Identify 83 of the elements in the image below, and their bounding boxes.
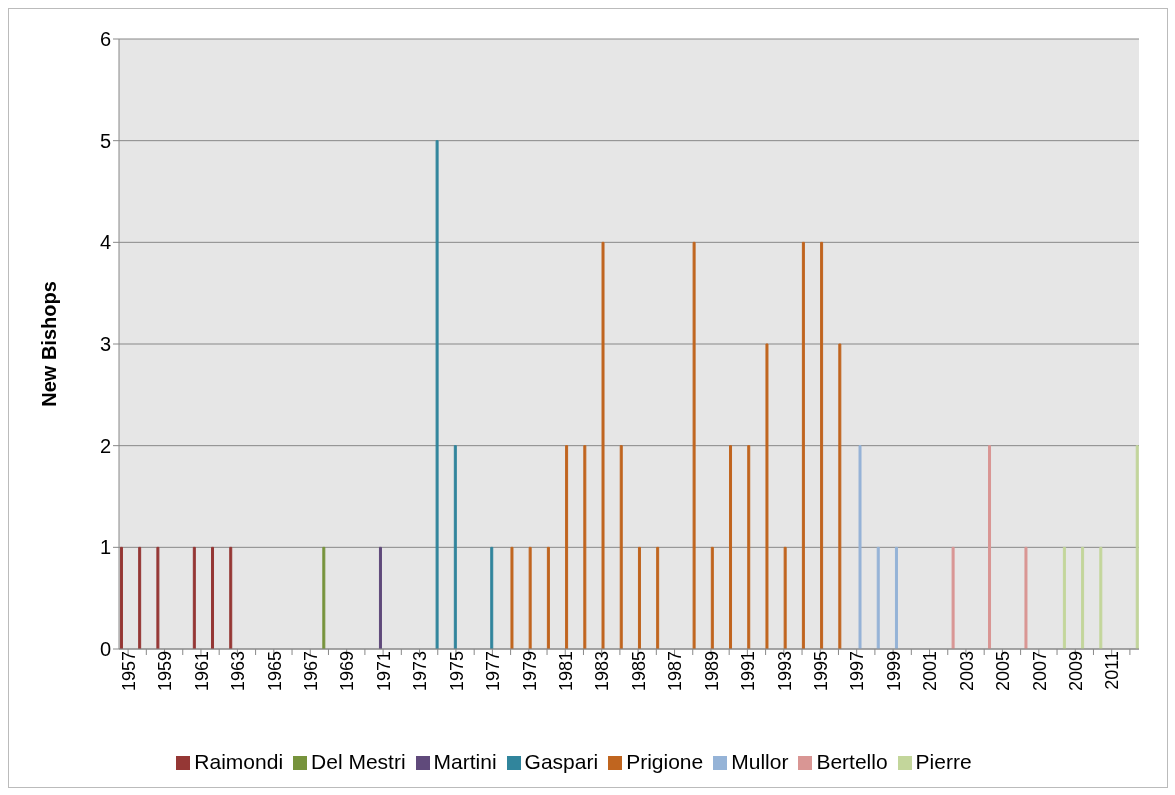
bar bbox=[692, 241, 696, 649]
x-tick-label: 1963 bbox=[228, 651, 249, 692]
x-tick-label: 1999 bbox=[883, 651, 904, 692]
bar bbox=[156, 546, 160, 649]
bar bbox=[988, 445, 992, 649]
y-tick-label: 4 bbox=[99, 231, 111, 254]
bar bbox=[820, 241, 824, 649]
x-tick-label: 2009 bbox=[1066, 651, 1087, 692]
x-tick-label: 1967 bbox=[301, 651, 322, 692]
bar bbox=[546, 546, 550, 649]
bar bbox=[583, 445, 587, 649]
x-tick-label: 2011 bbox=[1102, 651, 1123, 690]
x-tick-label: 1957 bbox=[118, 651, 139, 692]
legend-label: Martini bbox=[433, 750, 497, 773]
y-tick-label: 3 bbox=[99, 333, 111, 356]
bar bbox=[378, 546, 382, 649]
x-tick-label: 1979 bbox=[519, 651, 540, 692]
bar bbox=[119, 546, 123, 649]
x-tick-label: 1985 bbox=[628, 651, 649, 692]
bar bbox=[1062, 546, 1066, 649]
bar bbox=[229, 546, 233, 649]
bar bbox=[765, 343, 769, 649]
y-axis-title: New Bishops bbox=[38, 281, 61, 407]
bar bbox=[528, 546, 532, 649]
bar bbox=[490, 546, 494, 649]
bar bbox=[1024, 546, 1028, 649]
x-tick-label: 1991 bbox=[738, 651, 759, 692]
legend-label: Prigione bbox=[626, 750, 704, 773]
bar bbox=[637, 546, 641, 649]
bar bbox=[1099, 546, 1103, 649]
bar bbox=[138, 546, 142, 649]
x-tick-label: 1961 bbox=[191, 651, 212, 692]
bar bbox=[510, 546, 514, 649]
bar bbox=[710, 546, 714, 649]
x-tick-label: 2003 bbox=[956, 651, 977, 692]
x-tick-label: 1987 bbox=[665, 651, 686, 692]
legend-label: Bertello bbox=[816, 750, 888, 773]
bar bbox=[729, 445, 733, 649]
bar bbox=[601, 241, 605, 649]
bar bbox=[951, 546, 955, 649]
bar bbox=[211, 546, 215, 649]
x-tick-label: 1993 bbox=[774, 651, 795, 692]
legend-label: Gaspari bbox=[524, 750, 599, 773]
bar bbox=[801, 241, 805, 649]
legend-label: Mullor bbox=[731, 750, 789, 773]
bar bbox=[858, 445, 862, 649]
y-tick-label: 6 bbox=[99, 28, 111, 51]
legend-label: Raimondi bbox=[194, 750, 284, 773]
x-tick-label: 1989 bbox=[701, 651, 722, 692]
legend-label: Del Mestri bbox=[311, 750, 406, 773]
x-tick-label: 2005 bbox=[993, 651, 1014, 692]
bar bbox=[894, 546, 898, 649]
bar bbox=[565, 445, 569, 649]
bar bbox=[783, 546, 787, 649]
x-tick-label: 1959 bbox=[155, 651, 176, 692]
x-tick-label: 2001 bbox=[920, 651, 941, 692]
bar bbox=[619, 445, 623, 649]
bar bbox=[192, 546, 196, 649]
bar bbox=[1135, 445, 1139, 649]
bar bbox=[322, 546, 326, 649]
x-tick-label: 1977 bbox=[483, 651, 504, 692]
bar bbox=[1081, 546, 1085, 649]
y-tick-label: 0 bbox=[99, 638, 111, 661]
bar bbox=[453, 445, 457, 649]
x-tick-label: 1997 bbox=[847, 651, 868, 692]
x-tick-label: 2007 bbox=[1029, 651, 1050, 692]
bar bbox=[656, 546, 660, 649]
x-tick-label: 1995 bbox=[811, 651, 832, 692]
x-tick-label: 1965 bbox=[264, 651, 285, 692]
bar bbox=[838, 343, 842, 649]
y-tick-label: 1 bbox=[99, 536, 111, 559]
x-tick-label: 1969 bbox=[337, 651, 358, 692]
legend-label: Pierre bbox=[915, 750, 972, 773]
y-tick-label: 2 bbox=[99, 434, 111, 457]
bar bbox=[876, 546, 880, 649]
x-tick-label: 1973 bbox=[410, 651, 431, 692]
x-tick-label: 1971 bbox=[373, 651, 394, 692]
bar bbox=[747, 445, 751, 649]
x-tick-label: 1983 bbox=[592, 651, 613, 692]
bar bbox=[435, 140, 439, 649]
x-tick-label: 1975 bbox=[446, 651, 467, 692]
y-tick-label: 5 bbox=[99, 129, 111, 152]
x-tick-label: 1981 bbox=[556, 651, 577, 692]
